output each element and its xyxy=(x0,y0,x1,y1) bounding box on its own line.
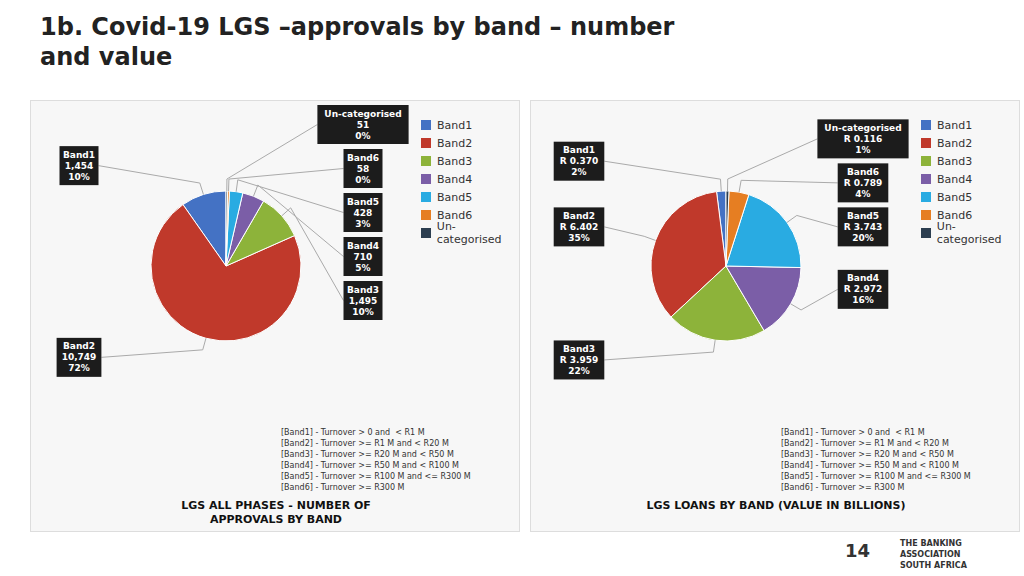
html-text:[Band1] - Turnover > 0 and < R: [Band1] - Turnover > 0 and < R1 M xyxy=(281,428,425,437)
html-text:Un-categorised: Un-categorised xyxy=(936,220,1002,246)
svg-text:Band1: Band1 xyxy=(563,145,595,155)
html-text:Un-categorised: Un-categorised xyxy=(436,220,502,246)
html-text:[Band6] - Turnover >= R300 M: [Band6] - Turnover >= R300 M xyxy=(281,483,405,492)
svg-text:20%: 20% xyxy=(852,233,874,243)
svg-text:Band3: Band3 xyxy=(347,285,379,295)
html-text:[Band3] - Turnover >= R20 M an: [Band3] - Turnover >= R20 M and < R50 M xyxy=(781,450,954,459)
svg-text:R 0.789: R 0.789 xyxy=(844,178,883,188)
svg-text:Band4: Band4 xyxy=(347,241,379,251)
svg-text:1%: 1% xyxy=(855,145,870,155)
svg-text:428: 428 xyxy=(354,208,373,218)
html-text:[Band5] - Turnover >= R100 M a: [Band5] - Turnover >= R100 M and <= R300… xyxy=(781,472,971,481)
svg-text:2%: 2% xyxy=(571,167,586,177)
html-text:Band5: Band5 xyxy=(437,190,473,204)
html-text:[Band5] - Turnover >= R100 M a: [Band5] - Turnover >= R100 M and <= R300… xyxy=(281,472,471,481)
html-text:[Band6] - Turnover >= R300 M: [Band6] - Turnover >= R300 M xyxy=(781,483,905,492)
html-text:14: 14 xyxy=(845,540,871,561)
svg-text:16%: 16% xyxy=(852,295,874,305)
html-text:Band6: Band6 xyxy=(437,208,473,222)
svg-text:Band5: Band5 xyxy=(347,197,379,207)
svg-text:10%: 10% xyxy=(352,307,374,317)
svg-text:Band3: Band3 xyxy=(563,344,595,354)
html-text:APPROVALS BY BAND: APPROVALS BY BAND xyxy=(210,513,342,526)
svg-text:Band1: Band1 xyxy=(63,150,95,160)
html-text:THE BANKING: THE BANKING xyxy=(900,539,962,548)
svg-text:Band2: Band2 xyxy=(563,211,595,221)
html-text:and value: and value xyxy=(40,43,173,71)
html-text:Band5: Band5 xyxy=(937,190,973,204)
svg-text:R 0.370: R 0.370 xyxy=(560,156,599,166)
svg-text:Un-categorised: Un-categorised xyxy=(324,109,401,119)
html-text:[Band2] - Turnover >= R1 M and: [Band2] - Turnover >= R1 M and < R20 M xyxy=(781,439,949,448)
html-text:ASSOCIATION: ASSOCIATION xyxy=(900,550,961,559)
html-text:Band4: Band4 xyxy=(437,172,473,186)
svg-text:Band6: Band6 xyxy=(847,167,879,177)
svg-text:3%: 3% xyxy=(355,219,370,229)
html-text:Band3: Band3 xyxy=(937,154,973,168)
svg-text:710: 710 xyxy=(354,252,373,262)
html-text:Band1: Band1 xyxy=(937,118,973,132)
html-text:1b. Covid-19 LGS –approvals by: 1b. Covid-19 LGS –approvals by band – nu… xyxy=(40,13,675,41)
html-text:[Band4] - Turnover >= R50 M an: [Band4] - Turnover >= R50 M and < R100 M xyxy=(781,461,959,470)
svg-text:0%: 0% xyxy=(355,175,370,185)
html-text:SOUTH AFRICA: SOUTH AFRICA xyxy=(900,561,967,570)
html-text:Band6: Band6 xyxy=(937,208,973,222)
svg-text:72%: 72% xyxy=(68,363,90,373)
html-text:[Band1] - Turnover > 0 and < R: [Band1] - Turnover > 0 and < R1 M xyxy=(781,428,925,437)
svg-text:Band6: Band6 xyxy=(347,153,379,163)
svg-text:R 6.402: R 6.402 xyxy=(560,222,599,232)
svg-text:51: 51 xyxy=(357,120,370,130)
svg-text:R 3.959: R 3.959 xyxy=(560,355,599,365)
svg-text:58: 58 xyxy=(357,164,370,174)
svg-text:R 3.743: R 3.743 xyxy=(844,222,883,232)
svg-text:35%: 35% xyxy=(568,233,590,243)
svg-text:Band2: Band2 xyxy=(63,341,95,351)
html-text:LGS ALL PHASES - NUMBER OF: LGS ALL PHASES - NUMBER OF xyxy=(181,499,371,512)
svg-text:R 2.972: R 2.972 xyxy=(844,284,883,294)
svg-text:Band5: Band5 xyxy=(847,211,879,221)
svg-text:10%: 10% xyxy=(68,172,90,182)
html-text:Band2: Band2 xyxy=(437,136,473,150)
html-text:[Band3] - Turnover >= R20 M an: [Band3] - Turnover >= R20 M and < R50 M xyxy=(281,450,454,459)
html-text:Band2: Band2 xyxy=(937,136,973,150)
html-text:Band3: Band3 xyxy=(437,154,473,168)
html-text:Band4: Band4 xyxy=(937,172,973,186)
svg-text:0%: 0% xyxy=(355,131,370,141)
svg-text:10,749: 10,749 xyxy=(62,352,97,362)
html-text:[Band2] - Turnover >= R1 M and: [Band2] - Turnover >= R1 M and < R20 M xyxy=(281,439,449,448)
html-text:[Band4] - Turnover >= R50 M an: [Band4] - Turnover >= R50 M and < R100 M xyxy=(281,461,459,470)
svg-text:1,495: 1,495 xyxy=(349,296,377,306)
svg-text:Band4: Band4 xyxy=(847,273,879,283)
svg-text:R 0.116: R 0.116 xyxy=(844,134,883,144)
svg-text:5%: 5% xyxy=(355,263,370,273)
svg-text:22%: 22% xyxy=(568,366,590,376)
svg-text:4%: 4% xyxy=(855,189,870,199)
svg-text:1,454: 1,454 xyxy=(65,161,93,171)
svg-text:Un-categorised: Un-categorised xyxy=(824,123,901,133)
html-text:LGS LOANS BY BAND (VALUE IN BI: LGS LOANS BY BAND (VALUE IN BILLIONS) xyxy=(646,499,906,512)
html-text:Band1: Band1 xyxy=(437,118,473,132)
